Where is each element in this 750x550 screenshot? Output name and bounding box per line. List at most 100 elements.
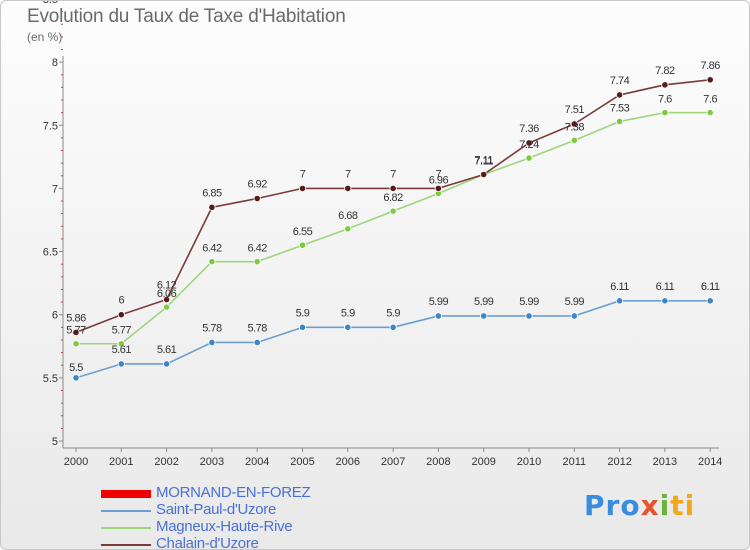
data-label: 7.51 [565,104,585,116]
x-tick-label: 2014 [698,456,722,468]
x-tick-label: 2010 [517,456,541,468]
data-point [570,136,578,145]
data-label: 7.38 [565,121,585,133]
data-label: 5.9 [386,307,400,319]
data-label: 6.11 [701,281,720,293]
data-point [615,117,624,126]
data-label: 7.86 [700,60,720,72]
data-point [661,109,669,117]
data-point [163,303,171,311]
logo-part-3: i [659,489,671,522]
data-point [344,323,352,331]
data-point [706,297,714,305]
data-label: 7.53 [610,102,630,114]
data-point [706,109,714,117]
data-label: 7.24 [519,139,539,151]
data-point [389,323,397,331]
x-tick-label: 2005 [290,456,314,468]
data-point [117,360,125,368]
data-label: 7.74 [610,75,630,87]
legend-swatch [101,544,151,546]
data-label: 5.99 [519,296,539,308]
data-label: 5.99 [565,296,585,308]
chart-title: Evolution du Taux de Taxe d'Habitation [27,6,346,27]
legend-swatch [101,490,151,498]
data-point [706,76,714,84]
data-point [661,297,669,305]
logo-part-1: Pro [584,489,641,522]
y-tick-label: 8.5 [43,1,58,6]
data-point [661,81,669,89]
logo-part-4: ti [670,489,696,522]
data-point [298,323,307,331]
data-label: 5.77 [66,325,86,337]
data-label: 6.96 [429,174,449,186]
y-tick-label: 8 [52,57,58,69]
legend-label: Chalain-d'Uzore [156,535,259,550]
x-tick-label: 2009 [471,456,495,468]
x-tick-label: 2004 [245,456,269,468]
data-label: 7.6 [658,94,672,106]
data-label: 6.42 [202,243,222,255]
data-label: 7.11 [474,155,493,167]
data-point [344,225,352,233]
data-point [163,295,171,304]
data-label: 6.06 [157,288,177,300]
data-point [208,203,216,211]
data-point [570,120,578,128]
data-label: 7.36 [519,123,539,135]
data-label: 7 [345,168,351,180]
data-label: 5.86 [66,312,86,324]
data-point [615,91,624,99]
data-point [525,154,533,162]
data-point [72,374,80,382]
data-point [344,184,352,192]
data-point [253,258,261,266]
data-point [615,297,624,305]
data-point [72,340,80,348]
data-point [480,170,488,179]
data-label: 5.9 [341,307,355,319]
x-tick-label: 2013 [653,456,677,468]
data-label: 6.55 [293,226,313,238]
data-label: 7.6 [703,94,717,106]
x-tick-label: 2012 [607,456,631,468]
x-tick-label: 2006 [336,456,360,468]
legend-label: MORNAND-EN-FOREZ [156,484,311,501]
y-tick-label: 6.5 [43,247,58,259]
data-point [525,312,533,320]
data-point [208,338,216,347]
data-label: 7 [390,168,396,180]
y-tick-label: 7.5 [43,120,58,132]
x-tick-label: 2001 [109,456,133,468]
data-label: 5.78 [202,322,222,334]
data-label: 6.11 [610,281,629,293]
data-label: 7.11 [474,156,493,168]
data-label: 6.68 [338,210,358,222]
data-point [570,312,578,320]
data-label: 6.82 [383,192,403,204]
data-point [434,184,442,192]
chart-subtitle: (en %) [27,30,63,44]
data-point [389,207,397,215]
data-label: 6.11 [656,281,675,293]
legend-label: Magneux-Haute-Rive [156,518,293,535]
data-point [72,328,80,336]
data-label: 6.42 [247,243,267,255]
data-label: 6.85 [202,187,222,199]
legend-swatch [101,510,151,512]
data-label: 5.77 [112,325,132,337]
data-label: 5.61 [157,344,177,356]
data-point [389,184,397,192]
legend-swatch [101,527,151,529]
data-label: 6 [118,295,124,307]
x-tick-label: 2011 [562,456,586,468]
y-tick-label: 6 [52,310,58,322]
data-label: 5.5 [69,362,83,374]
data-point [253,338,261,347]
data-point [298,241,307,249]
data-point [298,184,307,192]
y-tick-label: 5 [52,436,58,448]
